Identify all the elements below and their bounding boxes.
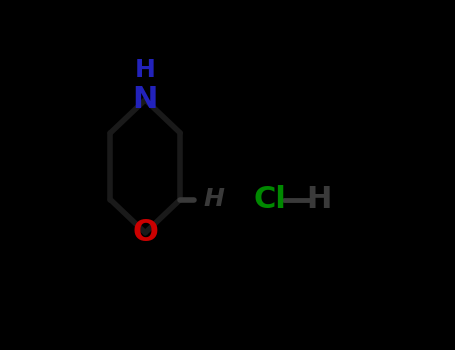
Text: N: N: [132, 85, 158, 114]
Text: H: H: [203, 188, 224, 211]
Text: H: H: [306, 185, 331, 214]
Text: O: O: [132, 218, 158, 247]
Text: H: H: [135, 58, 156, 82]
Text: Cl: Cl: [253, 185, 286, 214]
